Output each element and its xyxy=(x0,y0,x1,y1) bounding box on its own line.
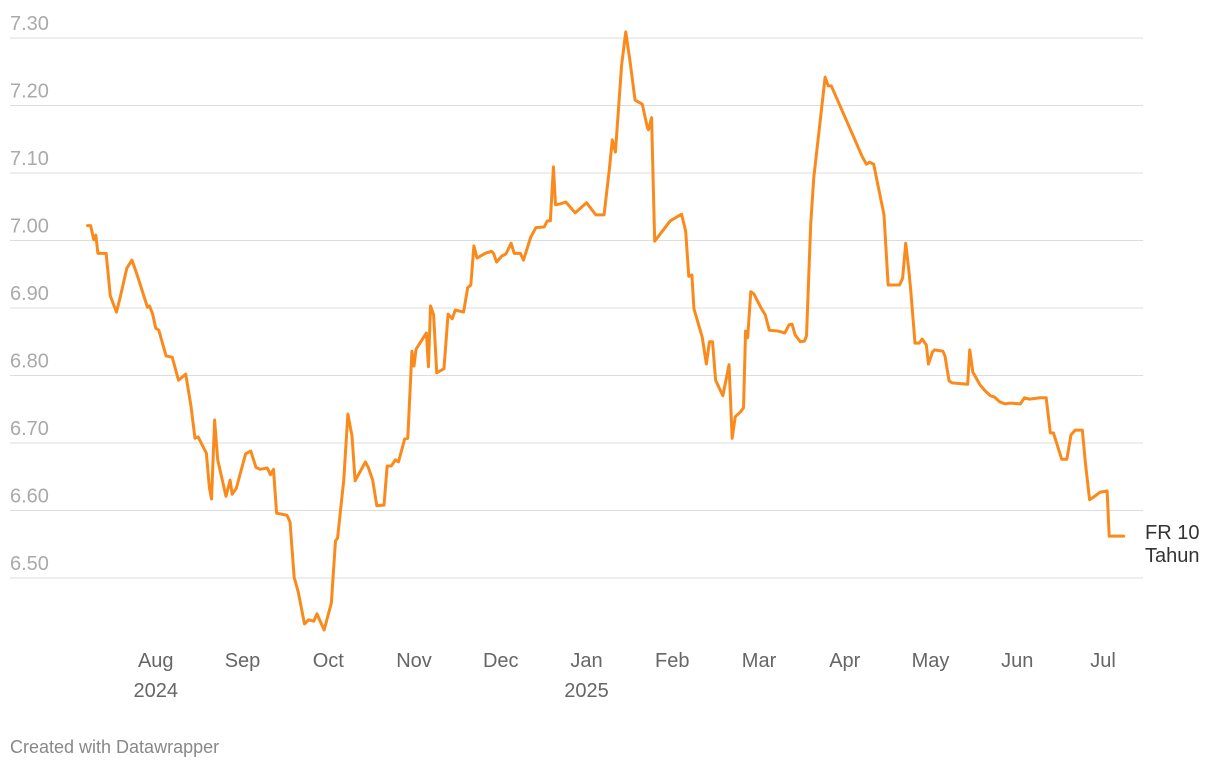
x-tick-label: Jan xyxy=(570,650,602,672)
y-tick-label: 7.10 xyxy=(10,148,49,170)
line xyxy=(86,30,1126,632)
series-label: FR 10 Tahun xyxy=(1145,522,1200,567)
x-tick-label: Dec xyxy=(483,650,519,672)
x-tick-label: Apr xyxy=(829,650,860,672)
x-tick-label: Feb xyxy=(655,650,689,672)
x-tick-label: Aug xyxy=(138,650,174,672)
x-tick-label: Nov xyxy=(396,650,432,672)
y-tick-label: 6.90 xyxy=(10,283,49,305)
x-tick-label: May xyxy=(912,650,950,672)
x-tick-label: Jun xyxy=(1001,650,1033,672)
y-tick-label: 7.20 xyxy=(10,81,49,103)
footer: Created with Datawrapper xyxy=(10,737,219,757)
y-tick-label: 6.50 xyxy=(10,553,49,575)
y-tick-label: 6.60 xyxy=(10,486,49,508)
y-tick-label: 7.30 xyxy=(10,13,49,35)
x-tick-label: Oct xyxy=(313,650,345,672)
x-year-label: 2025 xyxy=(564,680,609,702)
y-tick-label: 6.70 xyxy=(10,418,49,440)
x-tick-label: Sep xyxy=(225,650,261,672)
x-tick-label: Jul xyxy=(1090,650,1116,672)
y-tick-label: 6.80 xyxy=(10,351,49,373)
y-tick-label: 7.00 xyxy=(10,216,49,238)
x-tick-label: Mar xyxy=(742,650,777,672)
x-year-label: 2024 xyxy=(133,680,178,702)
